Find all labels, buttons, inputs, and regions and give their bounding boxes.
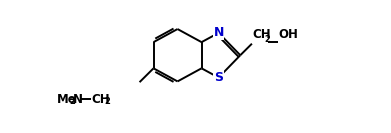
- Text: S: S: [214, 71, 223, 84]
- Text: N: N: [213, 26, 224, 39]
- Text: Me: Me: [57, 93, 76, 106]
- Text: 2: 2: [264, 36, 270, 44]
- Text: CH: CH: [253, 28, 271, 41]
- Text: OH: OH: [278, 28, 298, 41]
- Text: N: N: [73, 93, 83, 106]
- Text: 2: 2: [104, 97, 110, 106]
- Text: 2: 2: [69, 97, 75, 106]
- Text: CH: CH: [91, 93, 110, 106]
